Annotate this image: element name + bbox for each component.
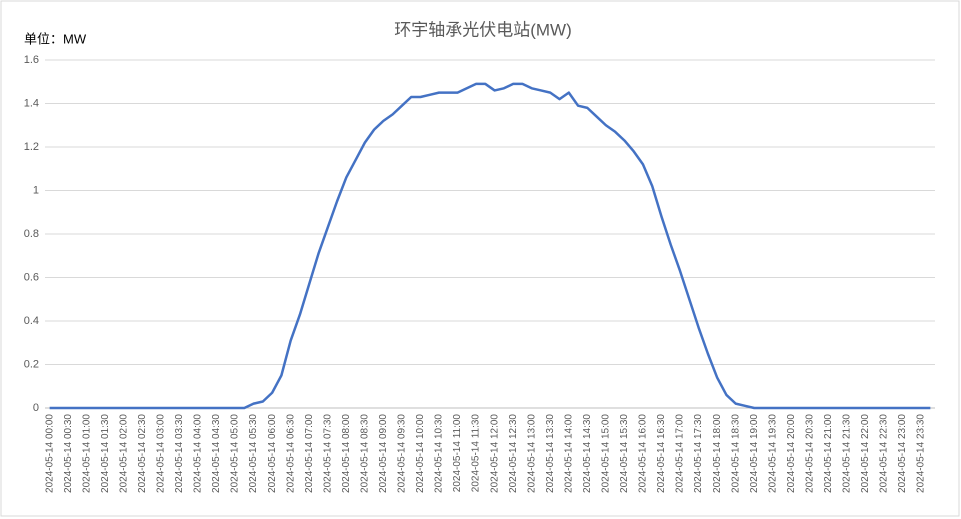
x-tick-label: 2024-05-14 04:30	[211, 414, 222, 493]
x-tick-label: 2024-05-14 04:00	[193, 414, 204, 493]
chart-title: 环宇轴承光伏电站(MW)	[394, 20, 572, 39]
x-tick-label: 2024-05-14 07:30	[322, 414, 333, 493]
y-tick-label: 0	[33, 402, 39, 414]
x-tick-label: 2024-05-14 17:00	[675, 414, 686, 493]
x-tick-label: 2024-05-14 00:00	[44, 414, 55, 493]
y-tick-label: 0.4	[24, 315, 39, 327]
x-tick-label: 2024-05-14 07:00	[304, 414, 315, 493]
y-tick-label: 0.8	[24, 228, 39, 240]
y-tick-label: 1.4	[24, 97, 39, 109]
x-tick-label: 2024-05-14 14:30	[582, 414, 593, 493]
y-tick-label: 1.6	[24, 54, 39, 66]
x-tick-label: 2024-05-14 05:00	[230, 414, 241, 493]
x-tick-label: 2024-05-14 12:30	[508, 414, 519, 493]
y-tick-label: 0.6	[24, 271, 39, 283]
x-tick-label: 2024-05-14 08:00	[341, 414, 352, 493]
x-tick-label: 2024-05-14 16:30	[656, 414, 667, 493]
data-line	[49, 82, 931, 410]
x-tick-label: 2024-05-14 11:00	[452, 414, 463, 493]
x-tick-label: 2024-05-14 03:30	[174, 414, 185, 493]
x-tick-label: 2024-05-14 01:00	[81, 414, 92, 493]
x-tick-label: 2024-05-14 19:00	[749, 414, 760, 493]
x-tick-label: 2024-05-14 03:00	[156, 414, 167, 493]
x-tick-label: 2024-05-14 15:00	[601, 414, 612, 493]
x-tick-label: 2024-05-14 02:30	[137, 414, 148, 493]
x-tick-label: 2024-05-14 10:30	[434, 414, 445, 493]
x-tick-label: 2024-05-14 18:30	[730, 414, 741, 493]
x-tick-label: 2024-05-14 19:30	[767, 414, 778, 493]
x-tick-label: 2024-05-14 16:00	[638, 414, 649, 493]
x-tick-label: 2024-05-14 21:00	[823, 414, 834, 493]
x-tick-label: 2024-05-14 22:30	[879, 414, 890, 493]
x-tick-label: 2024-05-14 09:00	[378, 414, 389, 493]
x-tick-label: 2024-05-14 17:30	[693, 414, 704, 493]
x-tick-label: 2024-05-14 14:00	[563, 414, 574, 493]
x-tick-label: 2024-05-14 01:30	[100, 414, 111, 493]
x-tick-label: 2024-05-14 06:00	[267, 414, 278, 493]
x-tick-label: 2024-05-14 11:30	[471, 414, 482, 493]
x-tick-label: 2024-05-14 10:00	[415, 414, 426, 493]
x-tick-label: 2024-05-14 15:30	[619, 414, 630, 493]
unit-label: 单位：MW	[24, 31, 87, 46]
x-tick-label: 2024-05-14 09:30	[397, 414, 408, 493]
x-tick-label: 2024-05-14 23:30	[916, 414, 927, 493]
x-tick-label: 2024-05-14 20:30	[804, 414, 815, 493]
x-tick-label: 2024-05-14 13:30	[545, 414, 556, 493]
x-tick-label: 2024-05-14 18:00	[712, 414, 723, 493]
x-tick-label: 2024-05-14 08:30	[359, 414, 370, 493]
x-tick-label: 2024-05-14 22:00	[860, 414, 871, 493]
x-tick-label: 2024-05-14 21:30	[842, 414, 853, 493]
x-tick-label: 2024-05-14 02:00	[118, 414, 129, 493]
x-tick-label: 2024-05-14 05:30	[248, 414, 259, 493]
x-tick-label: 2024-05-14 13:00	[526, 414, 537, 493]
x-tick-label: 2024-05-14 00:30	[63, 414, 74, 493]
x-tick-label: 2024-05-14 12:00	[489, 414, 500, 493]
y-tick-label: 1	[33, 184, 39, 196]
y-tick-label: 0.2	[24, 358, 39, 370]
x-tick-label: 2024-05-14 06:30	[285, 414, 296, 493]
x-tick-label: 2024-05-14 23:00	[897, 414, 908, 493]
x-tick-label: 2024-05-14 20:00	[786, 414, 797, 493]
y-tick-label: 1.2	[24, 141, 39, 153]
